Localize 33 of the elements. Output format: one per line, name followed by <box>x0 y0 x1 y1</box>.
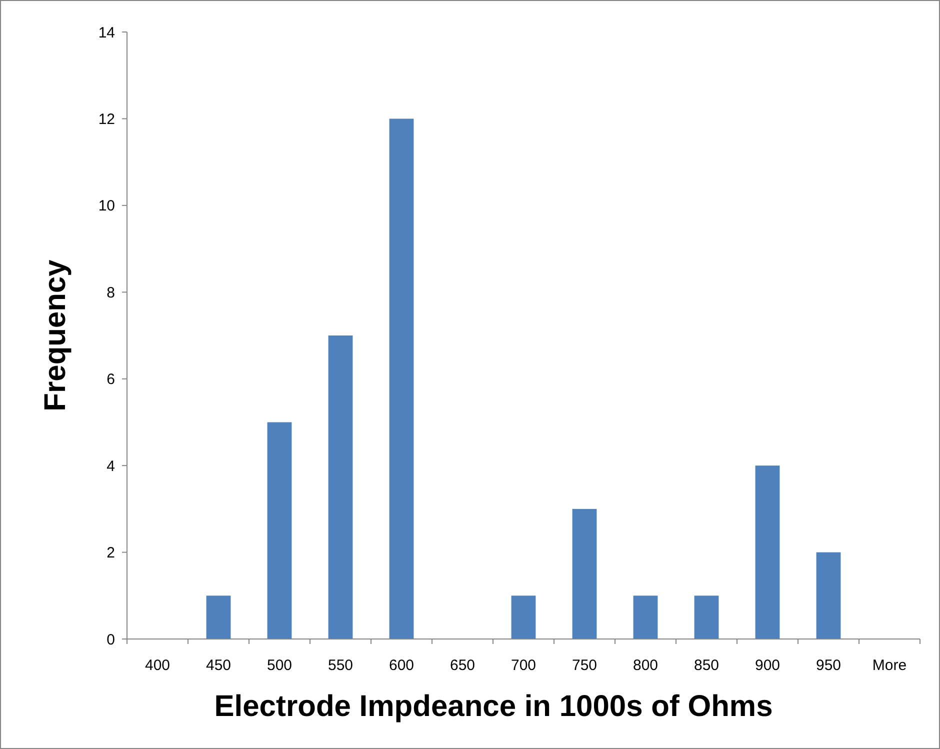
x-tick-label: More <box>872 657 907 674</box>
bar <box>572 508 597 639</box>
x-tick-label: 850 <box>694 657 720 674</box>
x-tick-label: 400 <box>144 657 170 674</box>
y-tick-label: 14 <box>98 24 115 42</box>
x-tick-label: 650 <box>450 657 476 674</box>
y-tick-label: 0 <box>106 631 115 648</box>
bar <box>633 596 658 639</box>
x-tick-label: 700 <box>510 657 536 674</box>
y-axis-title: Frequency <box>39 259 72 412</box>
bar <box>694 596 719 639</box>
x-tick-label: 900 <box>754 657 780 674</box>
y-tick-label: 2 <box>106 544 115 562</box>
bar <box>328 336 353 639</box>
bar <box>267 422 292 639</box>
x-axis-title: Electrode Impdeance in 1000s of Ohms <box>214 690 773 723</box>
bar <box>511 596 536 639</box>
y-tick-label: 6 <box>106 371 115 388</box>
x-tick-label: 950 <box>816 657 842 674</box>
y-tick-label: 10 <box>98 198 115 215</box>
bar <box>816 552 841 639</box>
x-tick-label: 450 <box>206 657 232 674</box>
x-tick-label: 500 <box>266 657 292 674</box>
y-tick-label: 8 <box>106 284 115 302</box>
x-tick-label: 550 <box>328 657 354 674</box>
bar <box>755 466 780 639</box>
x-tick-label: 600 <box>388 657 414 674</box>
y-tick-label: 12 <box>98 110 115 128</box>
bar <box>389 118 414 639</box>
y-tick-label: 4 <box>106 458 115 475</box>
bar <box>206 596 231 639</box>
x-tick-label: 800 <box>632 657 658 674</box>
x-tick-label: 750 <box>572 657 598 674</box>
